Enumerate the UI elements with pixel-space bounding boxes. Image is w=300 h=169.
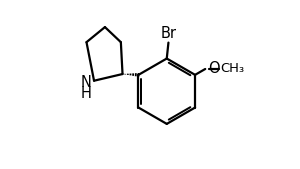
Text: H: H — [81, 86, 92, 101]
Text: O: O — [208, 62, 220, 77]
Text: CH₃: CH₃ — [220, 63, 244, 76]
Text: N: N — [81, 75, 92, 90]
Text: Br: Br — [160, 26, 176, 41]
